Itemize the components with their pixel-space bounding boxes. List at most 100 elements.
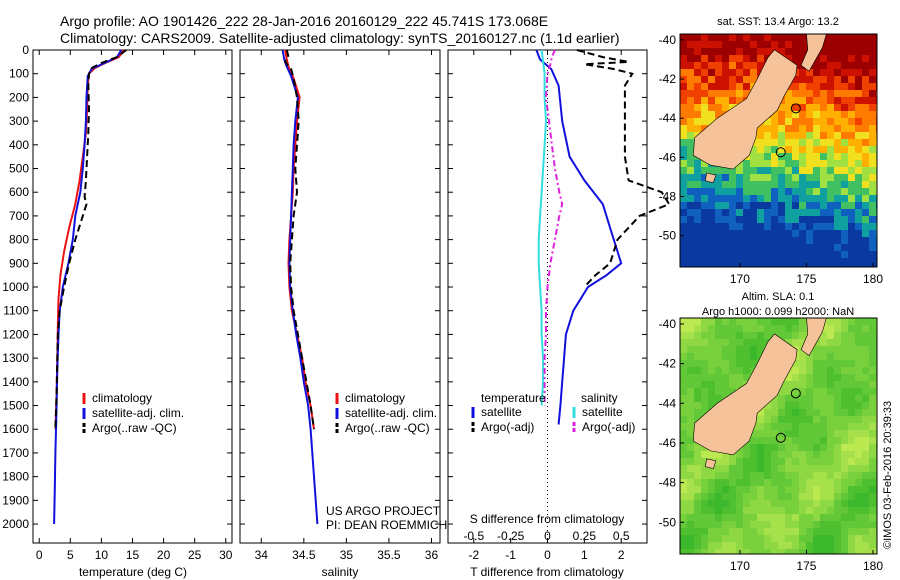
sla-map-frame [679, 317, 878, 555]
series-argo-raw-qc- [54, 49, 127, 430]
temperature-legend-label: Argo(..raw -QC) [92, 421, 177, 435]
sla-map-x-tick-label: 180 [863, 559, 883, 573]
sla-map-subtitle: Argo h1000: 0.099 h2000: NaN [702, 306, 854, 318]
figure-title-line1: Argo profile: AO 1901426_222 28-Jan-2016… [60, 13, 549, 29]
difference-s-tick-label: -0.25 [497, 529, 525, 543]
sst-map-secondary-marker [790, 103, 801, 114]
sst-map-x-tick-label: 175 [796, 272, 816, 286]
pi-label: PI: DEAN ROEMMICH [326, 518, 447, 532]
temperature-y-tick-label: 1100 [3, 304, 29, 318]
sla-map-title: Altim. SLA: 0.1 [742, 291, 815, 303]
sst-map-y-tick-label: -46 [659, 150, 677, 164]
temperature-y-tick-label: 1700 [2, 446, 29, 460]
sst-map-frame [679, 33, 878, 268]
temperature-y-tick-label: 700 [9, 209, 29, 223]
temperature-x-tick-label: 0 [36, 548, 43, 562]
difference-legend-label: satellite [582, 405, 623, 419]
difference-legend-label: Argo(-adj) [481, 420, 534, 434]
temperature-y-tick-label: 800 [9, 233, 29, 247]
sla-map-y-tick-label: -40 [659, 317, 677, 331]
temperature-x-tick-label: 25 [188, 548, 202, 562]
difference-legend-title-temperature: temperature [481, 391, 546, 405]
sla-map-panel: -40 -42 -44 -46 -48 -50 170 175 180 Altim. SLA: 0… [659, 291, 884, 573]
series-temperature-argo-adj- [576, 49, 671, 288]
temperature-y-tick-label: 1500 [2, 399, 29, 413]
difference-x-tick-label: -1 [505, 548, 516, 562]
salinity-x-tick-label: 36 [425, 548, 439, 562]
temperature-x-tick-label: 5 [67, 548, 74, 562]
temperature-x-tick-label: 30 [219, 548, 233, 562]
temperature-y-tick-label: 900 [9, 256, 29, 270]
sla-map-y-tick-label: -44 [659, 396, 677, 410]
sst-map-argo-marker [775, 147, 786, 158]
difference-top-axis-label: S difference from climatology [470, 512, 625, 526]
temperature-y-tick-label: 100 [9, 67, 29, 81]
sla-map-x-tick-label: 170 [730, 559, 750, 573]
temperature-y-tick-label: 2000 [2, 517, 29, 531]
series-temperature-satellite [535, 49, 623, 425]
sst-map-y-tick-label: -48 [659, 190, 677, 204]
temperature-legend-label: satellite-adj. clim. [92, 406, 184, 420]
difference-x-tick-label: 1 [581, 548, 588, 562]
difference-legend-label: Argo(-adj) [582, 420, 635, 434]
difference-axes-frame [447, 49, 648, 544]
temperature-x-tick-label: 10 [95, 548, 109, 562]
temperature-x-tick-label: 20 [157, 548, 171, 562]
sst-map-y-tick-label: -40 [659, 33, 677, 47]
temperature-y-tick-label: 1300 [2, 351, 29, 365]
series-argo-raw-qc- [283, 49, 315, 430]
temperature-y-tick-label: 200 [9, 90, 29, 104]
temperature-y-tick-label: 0 [22, 43, 29, 57]
temperature-axes-frame [32, 49, 233, 544]
sla-map-y-tick-label: -42 [659, 357, 677, 371]
sst-map-x-tick-label: 170 [730, 272, 750, 286]
salinity-axes-frame [239, 49, 441, 544]
difference-legend-title-salinity: salinity [581, 391, 618, 405]
sst-map-y-tick-label: -42 [659, 72, 677, 86]
sla-map-land-stewart-island [704, 458, 717, 470]
salinity-legend-label: Argo(..raw -QC) [345, 421, 430, 435]
salinity-legend-label: satellite-adj. clim. [345, 406, 437, 420]
temperature-y-tick-label: 300 [9, 114, 29, 128]
timestamp-label: ©IMOS 03-Feb-2016 20:39:33 [882, 401, 894, 549]
temperature-y-tick-label: 600 [9, 185, 29, 199]
temperature-y-tick-label: 500 [9, 162, 29, 176]
series-salinity-argo-adj- [543, 49, 564, 406]
temperature-y-tick-label: 400 [9, 138, 29, 152]
difference-s-tick-label: -0.5 [463, 529, 484, 543]
sla-map-land-south-island [692, 333, 798, 456]
sla-map-y-tick-label: -46 [659, 436, 677, 450]
temperature-y-tick-label: 1900 [2, 493, 29, 507]
difference-x-tick-label: 2 [618, 548, 625, 562]
temperature-y-tick-label: 1600 [2, 422, 29, 436]
difference-s-tick-label: 0.25 [573, 529, 597, 543]
temperature-x-axis-label: temperature (deg C) [79, 565, 187, 579]
sla-map-y-tick-label: -48 [659, 476, 677, 490]
salinity-profile-panel: 34 34.5 35 35.5 36 climatologysatellite-adj. … [239, 49, 441, 579]
temperature-legend-label: climatology [92, 391, 152, 405]
difference-profile-panel: -2 -1 0 1 2 -0.5 -0.25 0 0.25 0.5 S difference fro… [447, 49, 671, 579]
sla-map-secondary-marker [790, 388, 801, 399]
sst-map-y-tick-label: -44 [659, 111, 677, 125]
temperature-y-tick-label: 1800 [2, 470, 29, 484]
sst-map-title: sat. SST: 13.4 Argo: 13.2 [717, 16, 839, 28]
sst-map-land-south-island [692, 49, 798, 170]
sst-map-panel: -40 -42 -44 -46 -48 -50 170 175 180 sat. SST: 13.… [659, 16, 884, 286]
sla-map-y-tick-label: -50 [659, 515, 677, 529]
sla-map-x-tick-label: 175 [796, 559, 816, 573]
series-salinity-satellite [537, 49, 548, 406]
difference-x-tick-label: 0 [544, 548, 551, 562]
difference-x-tick-label: -2 [468, 548, 479, 562]
sla-map-argo-marker [775, 432, 786, 443]
difference-x-axis-label: T difference from climatology [470, 565, 624, 579]
difference-s-tick-label: 0.5 [613, 529, 630, 543]
salinity-x-tick-label: 34 [255, 548, 269, 562]
temperature-y-tick-label: 1200 [2, 327, 29, 341]
difference-s-tick-label: 0 [544, 529, 551, 543]
figure-title-line2: Climatology: CARS2009. Satellite-adjuste… [60, 30, 620, 46]
temperature-x-tick-label: 15 [126, 548, 140, 562]
salinity-legend-label: climatology [345, 391, 405, 405]
sst-map-y-tick-label: -50 [659, 229, 677, 243]
difference-legend-label: satellite [481, 405, 522, 419]
